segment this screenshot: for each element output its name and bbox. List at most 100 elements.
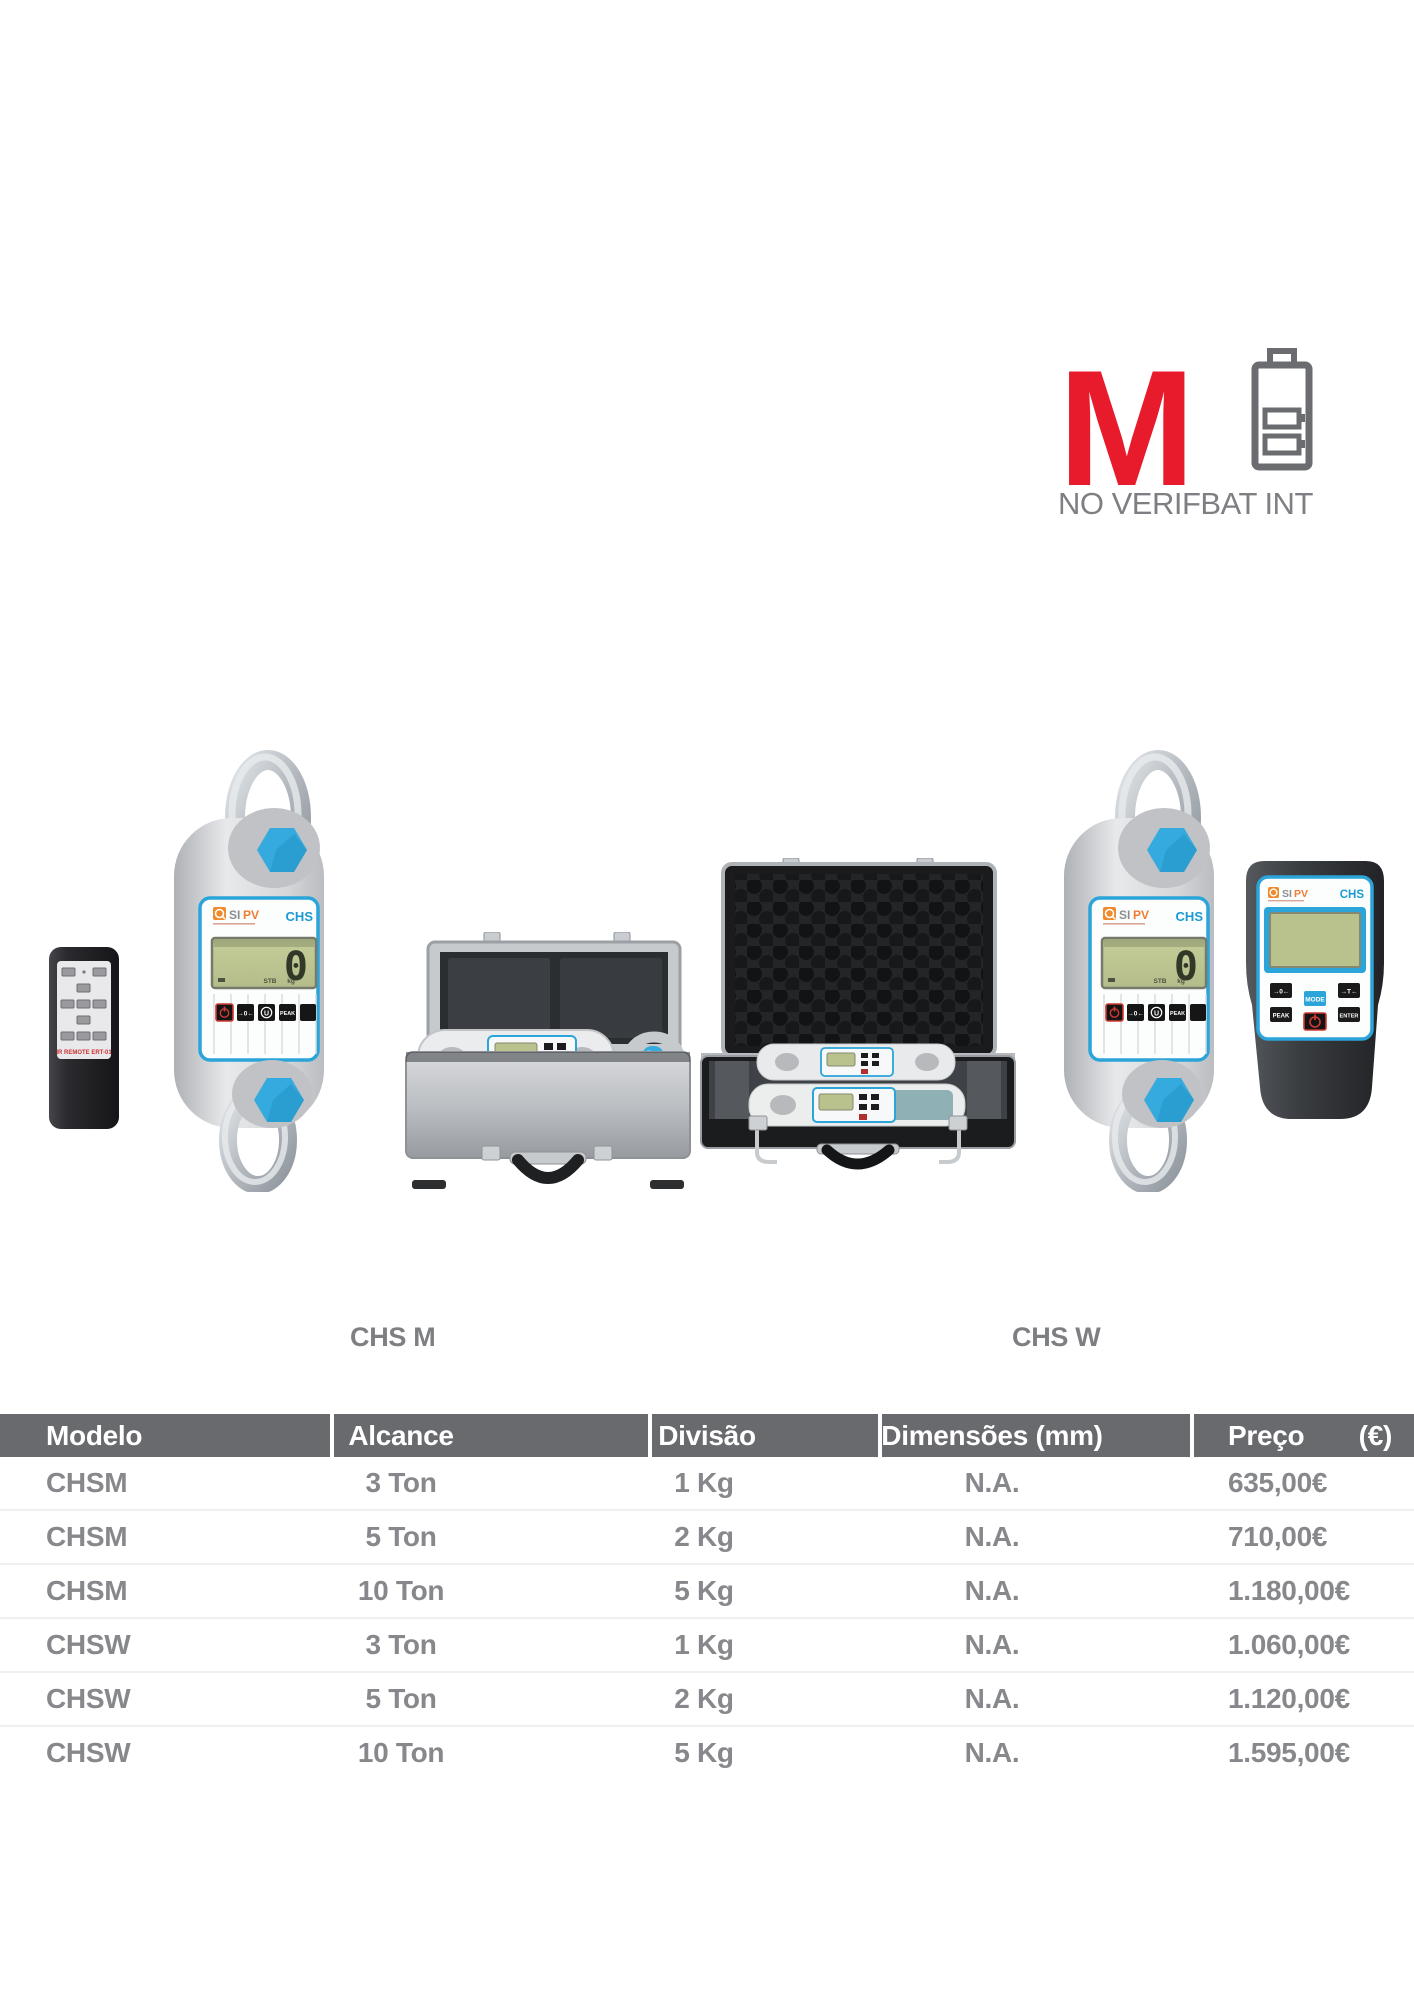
cell-preco: 710,00€ xyxy=(1228,1521,1328,1552)
cell-dimensoes: N.A. xyxy=(964,1467,1020,1498)
col-header-divisao: Divisão xyxy=(658,1419,756,1451)
keypad: →0← U PEAK xyxy=(215,1003,316,1022)
cell-modelo: CHSW xyxy=(46,1629,131,1660)
svg-text:→0←: →0← xyxy=(237,1011,254,1018)
cell-modelo: CHSM xyxy=(46,1467,128,1498)
ir-remote-image: IR REMOTE ERT-01 xyxy=(49,947,119,1129)
remote-model-label: IR REMOTE ERT-01 xyxy=(56,1050,112,1056)
black-case-handle xyxy=(821,1144,895,1170)
cell-alcance: 10 Ton xyxy=(357,1575,445,1606)
svg-text:MODE: MODE xyxy=(1305,997,1325,1004)
tare-button xyxy=(1338,983,1360,998)
cell-preco: 1.180,00€ xyxy=(1228,1575,1350,1606)
table-row: CHSM 5 Ton 2 Kg N.A. 710,00€ xyxy=(0,1511,1414,1565)
zero-button xyxy=(237,1004,254,1021)
cell-modelo: CHSM xyxy=(46,1521,128,1552)
svg-text:PEAK: PEAK xyxy=(1170,1011,1185,1017)
chs-m-caption: CHS M xyxy=(350,1322,436,1352)
cell-alcance: 3 Ton xyxy=(365,1629,437,1660)
price-table: Modelo Alcance Divisão Dimensões (mm) Pr… xyxy=(0,1414,1414,1779)
lcd-unit: kg xyxy=(287,978,295,985)
col-header-moeda: (€) xyxy=(1358,1419,1393,1451)
cell-preco: 1.120,00€ xyxy=(1228,1683,1350,1714)
peak-button xyxy=(1169,1004,1186,1021)
keypad: →0← U PEAK xyxy=(1105,1003,1206,1022)
svg-text:U: U xyxy=(264,1011,269,1018)
chs-w-caption: CHS W xyxy=(1012,1322,1101,1352)
cell-modelo: CHSM xyxy=(46,1575,128,1606)
cell-divisao: 2 Kg xyxy=(674,1683,734,1714)
header-gap xyxy=(330,1414,334,1457)
svg-text:PEAK: PEAK xyxy=(280,1011,295,1017)
black-case-image xyxy=(700,858,1016,1170)
lcd-unit: kg xyxy=(1177,978,1185,985)
svg-text:→0←: →0← xyxy=(1127,1011,1144,1018)
cell-dimensoes: N.A. xyxy=(964,1629,1020,1660)
brand-pv: PV xyxy=(243,908,259,922)
peak-button xyxy=(1270,1007,1292,1022)
model-letter-m: M xyxy=(1058,336,1195,520)
brand-pv: PV xyxy=(1294,888,1308,900)
power-button xyxy=(215,1003,234,1022)
mode-button xyxy=(1304,991,1326,1006)
col-header-modelo: Modelo xyxy=(46,1419,143,1451)
lcd-display xyxy=(210,936,318,990)
lcd-value: 0 xyxy=(284,944,308,990)
cell-divisao: 2 Kg xyxy=(674,1521,734,1552)
unit-button xyxy=(1148,1004,1165,1021)
chs-m-scale-image: SI PV CHS 0 STB kg →0← U PEAK xyxy=(174,750,324,1192)
cell-preco: 635,00€ xyxy=(1228,1467,1328,1498)
power-button xyxy=(1105,1003,1124,1022)
cell-preco: 1.595,00€ xyxy=(1228,1737,1350,1768)
no-verif-label: NO VERIF xyxy=(1058,486,1201,521)
aluminium-case-image xyxy=(405,932,691,1189)
brand-pv: PV xyxy=(1133,908,1149,922)
lcd-value: 0 xyxy=(1174,944,1198,990)
col-header-dimensoes: Dimensões (mm) xyxy=(881,1419,1103,1451)
model-chs-label: CHS xyxy=(1176,909,1204,924)
internal-battery-icon xyxy=(1251,348,1313,471)
unit-button xyxy=(258,1004,275,1021)
cell-dimensoes: N.A. xyxy=(964,1521,1020,1552)
cell-divisao: 1 Kg xyxy=(674,1467,734,1498)
cell-dimensoes: N.A. xyxy=(964,1737,1020,1768)
table-row: CHSW 10 Ton 5 Kg N.A. 1.595,00€ xyxy=(0,1727,1414,1779)
extra-button xyxy=(1190,1004,1206,1021)
cell-modelo: CHSW xyxy=(46,1737,131,1768)
cell-modelo: CHSW xyxy=(46,1683,131,1714)
enter-button xyxy=(1338,1007,1360,1022)
svg-text:→0←: →0← xyxy=(1273,989,1290,996)
model-chs-label: CHS xyxy=(1340,889,1365,901)
cell-dimensoes: N.A. xyxy=(964,1575,1020,1606)
table-row: CHSW 5 Ton 2 Kg N.A. 1.120,00€ xyxy=(0,1673,1414,1727)
svg-text:U: U xyxy=(1154,1011,1159,1018)
handheld-keypad: →0← →T← MODE PEAK ENTER xyxy=(1270,983,1360,1031)
col-header-preco: Preço xyxy=(1228,1419,1305,1451)
cell-dimensoes: N.A. xyxy=(964,1683,1020,1714)
table-row: CHSW 3 Ton 1 Kg N.A. 1.060,00€ xyxy=(0,1619,1414,1673)
brand-si: SI xyxy=(1282,888,1292,900)
cell-alcance: 5 Ton xyxy=(365,1683,437,1714)
cell-divisao: 5 Kg xyxy=(674,1575,734,1606)
svg-text:ENTER: ENTER xyxy=(1340,1014,1359,1020)
cell-preco: 1.060,00€ xyxy=(1228,1629,1350,1660)
handheld-indicator-image: SI PV CHS →0← →T← MODE PEAK ENTER xyxy=(1246,861,1384,1119)
table-header-row: Modelo Alcance Divisão Dimensões (mm) Pr… xyxy=(0,1414,1414,1457)
power-button xyxy=(1303,1012,1327,1031)
zero-button xyxy=(1270,983,1292,998)
lcd-stb: STB xyxy=(264,978,277,985)
lcd-stb: STB xyxy=(1154,978,1167,985)
svg-text:→T←: →T← xyxy=(1341,989,1358,996)
cell-alcance: 10 Ton xyxy=(357,1737,445,1768)
bat-int-label: BAT INT xyxy=(1200,486,1313,521)
svg-text:PEAK: PEAK xyxy=(1273,1014,1290,1020)
brand-si: SI xyxy=(1119,908,1130,922)
extra-button xyxy=(300,1004,316,1021)
header-gap xyxy=(648,1414,652,1457)
case-handle xyxy=(512,1154,584,1184)
header-gap xyxy=(878,1414,882,1457)
zero-button xyxy=(1127,1004,1144,1021)
cased-dynamometer-front xyxy=(748,1083,966,1127)
lcd-display xyxy=(1269,912,1361,968)
